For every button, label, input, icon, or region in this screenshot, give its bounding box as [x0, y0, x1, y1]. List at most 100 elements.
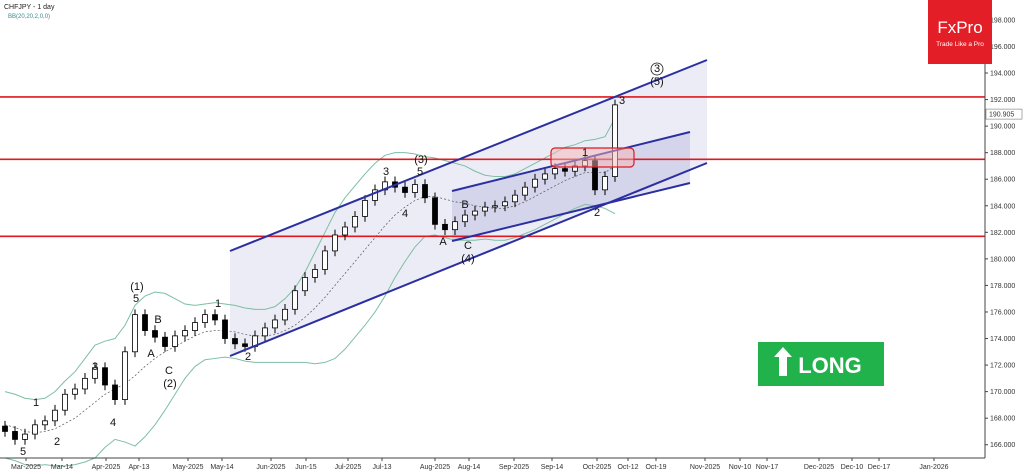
- last-price-label: 190.905: [989, 112, 1014, 119]
- x-tick-label: Apr-2025: [92, 464, 121, 471]
- candle-body: [12, 431, 18, 440]
- candle-body: [362, 200, 368, 217]
- candle-body: [182, 330, 188, 337]
- x-tick-label: Nov-17: [756, 464, 779, 471]
- wave-label: (4): [461, 253, 474, 265]
- wave-label: C: [165, 365, 173, 377]
- candle-body: [142, 314, 148, 331]
- candle-body: [502, 201, 508, 207]
- logo-name: FxPro: [937, 18, 982, 37]
- wave-label: 3: [654, 63, 660, 75]
- candle-body: [322, 250, 328, 270]
- candle-body: [102, 367, 108, 386]
- y-tick-label: 194.000: [990, 71, 1015, 78]
- candle-body: [42, 420, 48, 426]
- x-tick-label: Apr-13: [128, 464, 149, 471]
- candle-body: [482, 206, 488, 212]
- y-tick-label: 190.000: [990, 124, 1015, 131]
- x-tick-label: Jul-13: [372, 464, 391, 471]
- wave-label: 4: [402, 208, 408, 220]
- wave-label: 5: [133, 293, 139, 305]
- wave-label: 5: [417, 166, 423, 178]
- candle-body: [442, 223, 448, 231]
- bb-lower: [4, 203, 616, 467]
- bb-upper: [4, 117, 616, 401]
- candle-body: [62, 393, 68, 411]
- candle-body: [492, 205, 498, 208]
- wave-label: (3): [414, 154, 427, 166]
- candle-body: [432, 197, 438, 225]
- candle-body: [562, 168, 568, 172]
- candle-body: [342, 226, 348, 236]
- candle-body: [612, 104, 618, 177]
- wave-label: 4: [110, 417, 116, 429]
- y-tick-label: 184.000: [990, 203, 1015, 210]
- x-tick-label: Jun-15: [295, 464, 317, 471]
- x-tick-label: Nov-10: [729, 464, 752, 471]
- y-tick-label: 168.000: [990, 416, 1015, 423]
- y-tick-label: 180.000: [990, 256, 1015, 263]
- candle-body: [312, 269, 318, 278]
- x-tick-label: Oct-2025: [583, 464, 612, 471]
- candle-body: [172, 335, 178, 347]
- x-tick-label: Jan-2026: [919, 464, 948, 471]
- candle-body: [162, 336, 168, 347]
- wave-circle: [650, 62, 664, 76]
- channel-lower: [229, 162, 708, 357]
- wave-label: B: [461, 199, 468, 211]
- candle-body: [602, 176, 608, 191]
- candle-body: [222, 319, 228, 339]
- candle-body: [192, 322, 198, 331]
- candle-body: [542, 173, 548, 180]
- x-tick-label: Sep-2025: [499, 464, 529, 471]
- logo-tagline: Trade Like a Pro: [936, 41, 984, 48]
- candle-body: [22, 433, 28, 440]
- candle-body: [202, 314, 208, 323]
- breakout-zone: [550, 147, 635, 168]
- candle-body: [292, 290, 298, 310]
- y-tick-label: 188.000: [990, 150, 1015, 157]
- last-price-box: [985, 108, 1023, 120]
- candle-body: [262, 327, 268, 337]
- wave-label: C: [464, 240, 472, 252]
- candle-body: [512, 194, 518, 203]
- y-tick-label: 166.000: [990, 442, 1015, 449]
- y-tick-label: 178.000: [990, 283, 1015, 290]
- y-tick-label: 176.000: [990, 309, 1015, 316]
- y-tick-label: 182.000: [990, 230, 1015, 237]
- y-tick-label: 196.000: [990, 44, 1015, 51]
- candle-body: [422, 184, 428, 199]
- wave-label: 3: [619, 95, 625, 107]
- candle-body: [352, 215, 358, 228]
- x-tick-label: Mar-2025: [11, 464, 41, 471]
- candle-body: [92, 367, 98, 379]
- candle-body: [242, 343, 248, 347]
- inner-channel-lower: [451, 182, 691, 242]
- wave-label: (5): [650, 76, 663, 88]
- candle-body: [402, 186, 408, 193]
- candle-body: [412, 184, 418, 193]
- candle-body: [52, 409, 58, 422]
- x-tick-label: Oct-19: [645, 464, 666, 471]
- x-tick-label: Jun-2025: [256, 464, 285, 471]
- candle-body: [332, 234, 338, 252]
- candle-body: [232, 338, 238, 345]
- candle-body: [472, 210, 478, 216]
- x-tick-label: Dec-10: [841, 464, 864, 471]
- x-tick-label: Aug-14: [458, 464, 481, 471]
- y-tick-label: 174.000: [990, 336, 1015, 343]
- y-tick-label: 192.000: [990, 97, 1015, 104]
- wave-label: 1: [582, 147, 588, 159]
- candle-body: [522, 186, 528, 196]
- x-tick-label: Mar-14: [51, 464, 73, 471]
- candle-body: [282, 308, 288, 321]
- x-tick-label: Dec-2025: [804, 464, 834, 471]
- wave-label: 2: [594, 207, 600, 219]
- candle-body: [532, 178, 538, 188]
- wave-label: A: [147, 348, 155, 360]
- wave-label: 2: [245, 351, 251, 363]
- candle-body: [32, 424, 38, 435]
- candle-body: [122, 351, 128, 400]
